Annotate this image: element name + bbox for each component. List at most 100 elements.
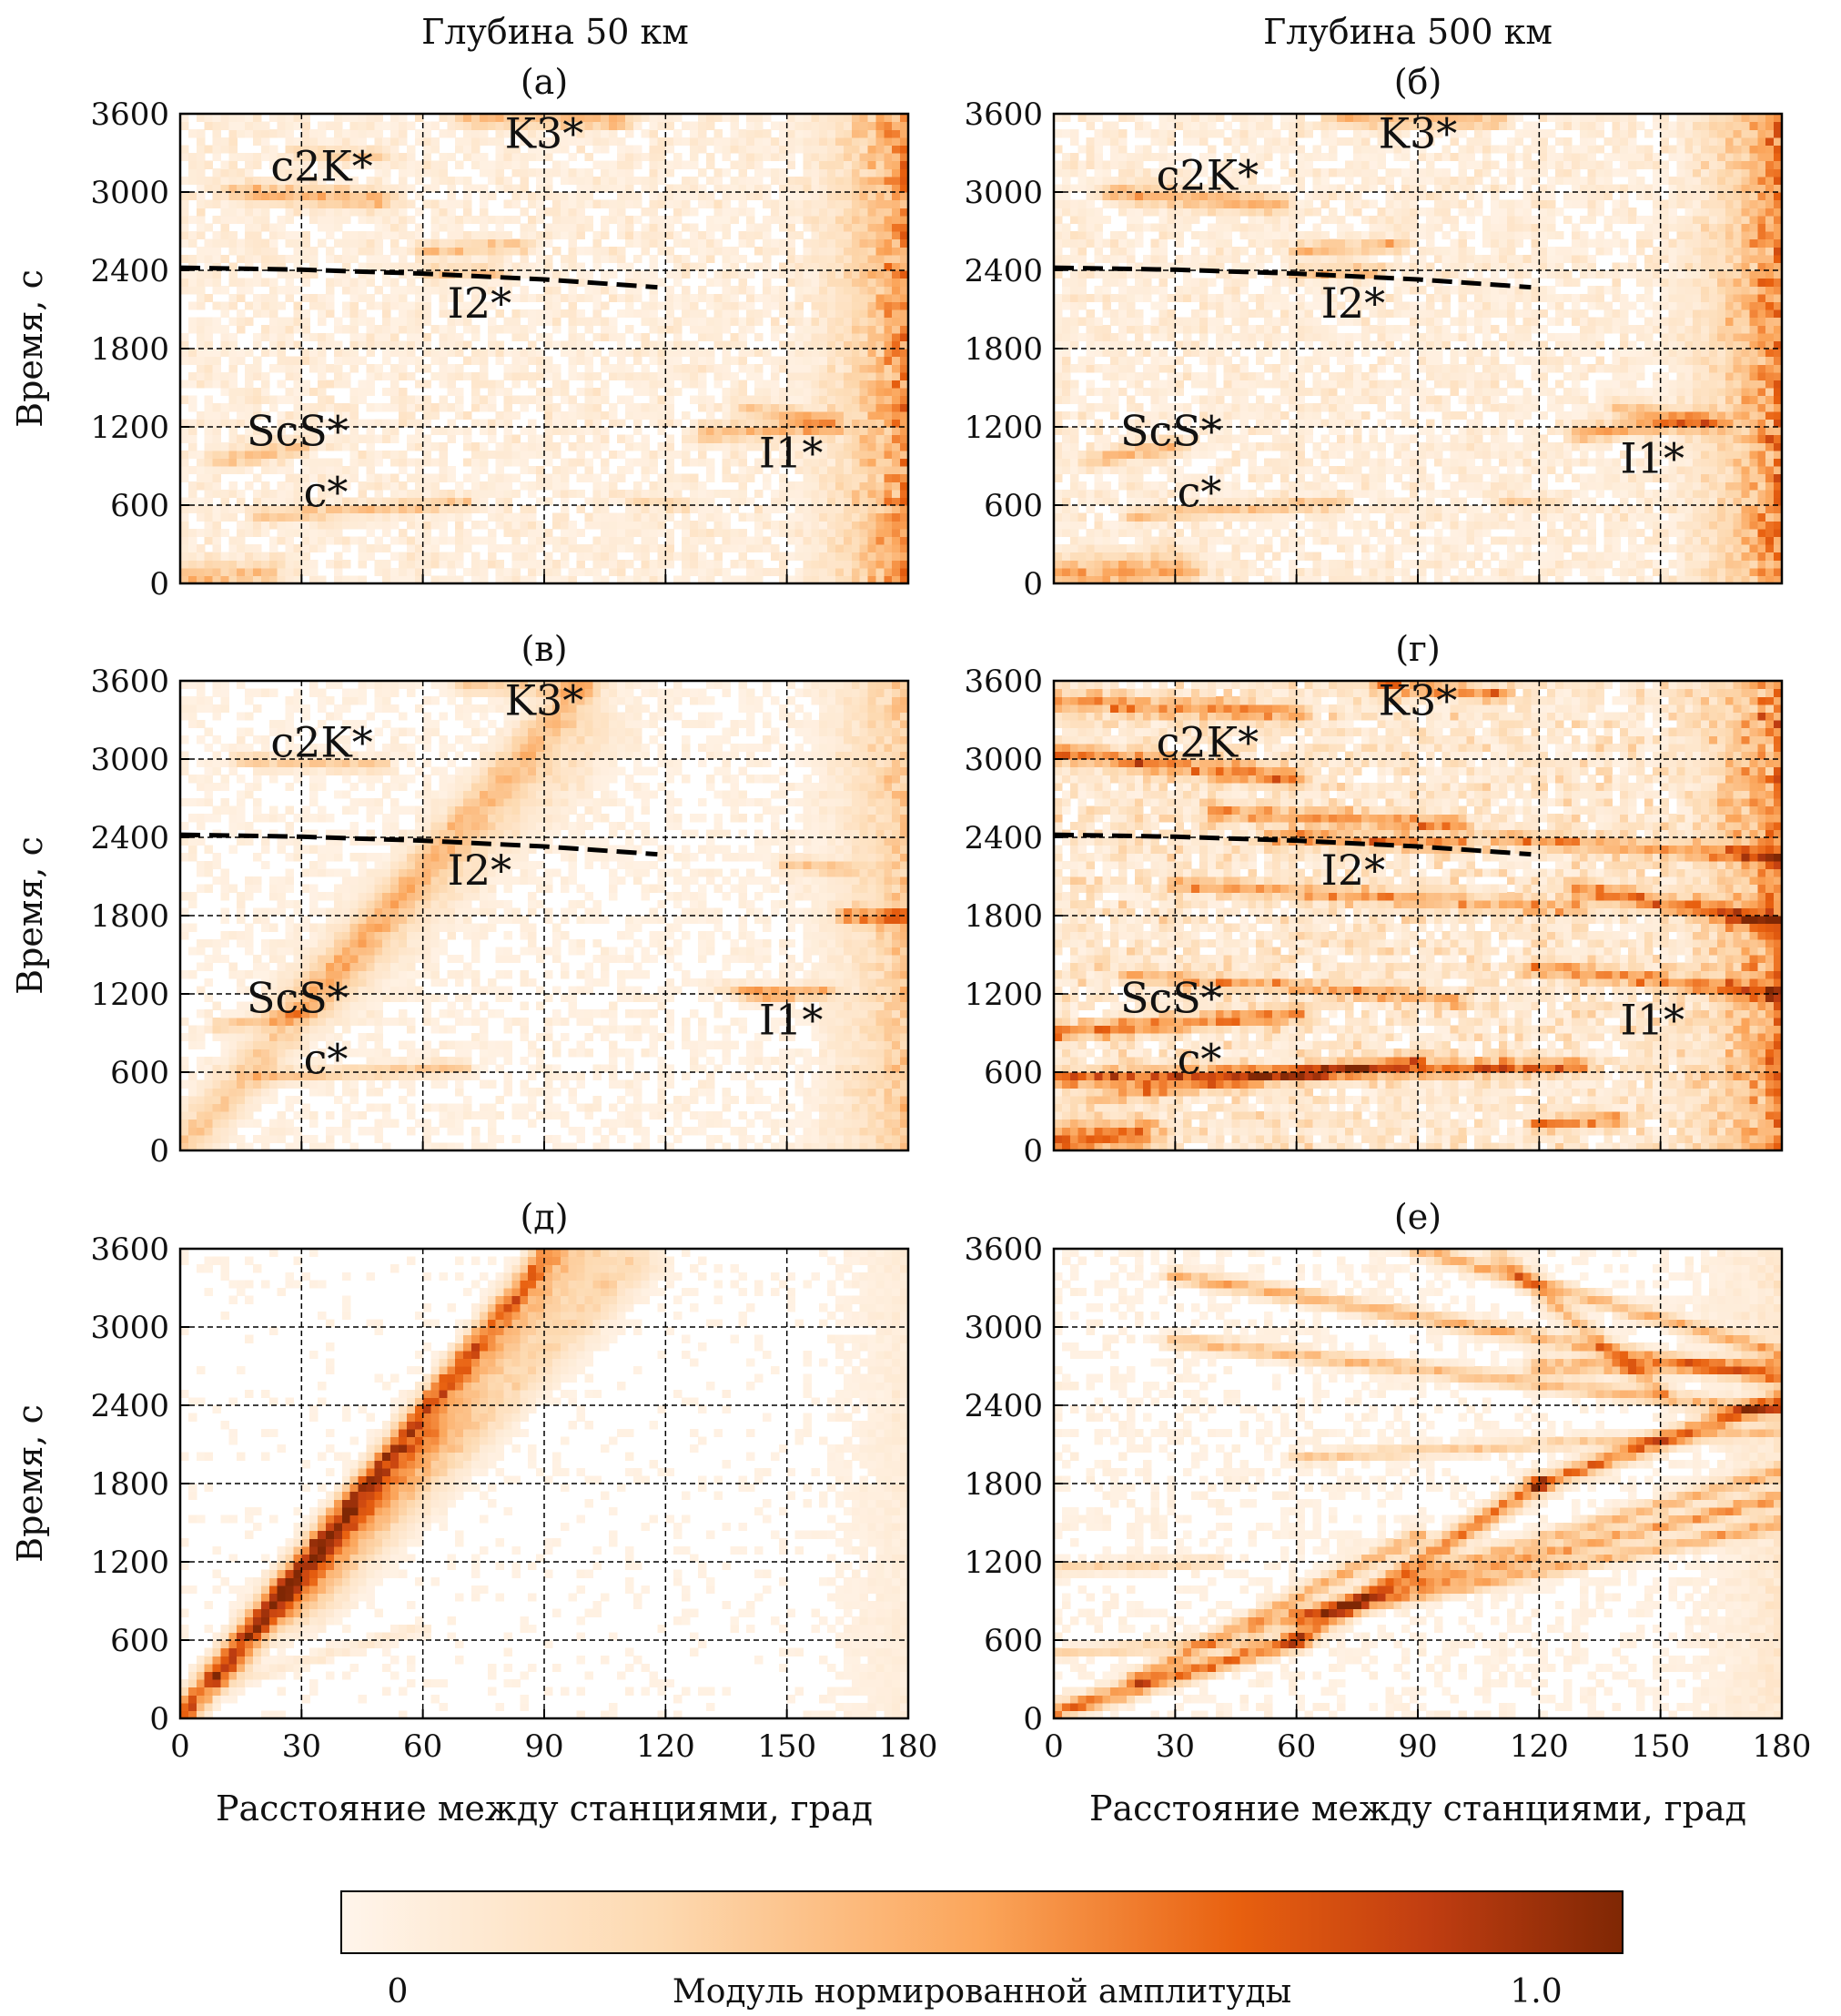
heatmap-cell	[399, 153, 407, 161]
heatmap-cell	[1118, 129, 1127, 137]
heatmap-cell	[738, 427, 746, 435]
heatmap-cell	[1135, 325, 1143, 333]
heatmap-cell	[875, 505, 884, 513]
heatmap-cell	[1159, 529, 1168, 537]
heatmap-cell	[480, 137, 488, 146]
heatmap-cell	[188, 239, 197, 248]
heatmap-cell	[698, 427, 706, 435]
heatmap-cell	[286, 318, 294, 326]
heatmap-cell	[471, 536, 480, 544]
heatmap-cell	[1110, 255, 1118, 263]
heatmap-cell	[253, 192, 261, 200]
heatmap-cell	[787, 177, 795, 185]
heatmap-cell	[504, 200, 512, 208]
heatmap-cell	[787, 247, 795, 255]
heatmap-cell	[382, 208, 390, 216]
heatmap-cell	[213, 490, 221, 498]
heatmap-cell	[359, 521, 367, 529]
heatmap-cell	[746, 137, 754, 146]
heatmap-cell	[220, 419, 228, 427]
heatmap-cell	[868, 223, 876, 231]
heatmap-cell	[569, 372, 577, 380]
heatmap-cell	[875, 513, 884, 522]
heatmap-cell	[1078, 513, 1087, 522]
heatmap-cell	[892, 309, 900, 318]
heatmap-cell	[326, 231, 334, 239]
heatmap-cell	[852, 544, 860, 552]
heatmap-cell	[714, 325, 723, 333]
heatmap-cell	[577, 309, 585, 318]
heatmap-cell	[723, 192, 731, 200]
heatmap-cell	[488, 505, 496, 513]
heatmap-cell	[1127, 380, 1135, 388]
heatmap-cell	[1118, 168, 1127, 177]
heatmap-cell	[1127, 552, 1135, 561]
heatmap-cell	[609, 536, 617, 544]
heatmap-cell	[309, 255, 318, 263]
heatmap-cell	[609, 247, 617, 255]
heatmap-cell	[884, 568, 892, 576]
heatmap-cell	[1102, 279, 1110, 287]
heatmap-cell	[366, 333, 374, 341]
heatmap-cell	[1094, 536, 1102, 544]
heatmap-cell	[714, 529, 723, 537]
heatmap-cell	[763, 262, 771, 270]
heatmap-cell	[1127, 318, 1135, 326]
heatmap-cell	[253, 208, 261, 216]
heatmap-cell	[617, 419, 625, 427]
heatmap-cell	[561, 208, 569, 216]
heatmap-cell	[803, 318, 811, 326]
heatmap-cell	[803, 536, 811, 544]
heatmap-cell	[763, 357, 771, 365]
heatmap-cell	[779, 192, 787, 200]
heatmap-cell	[642, 380, 650, 388]
heatmap-cell	[1175, 340, 1183, 349]
heatmap-cell	[447, 560, 455, 568]
heatmap-cell	[1062, 357, 1070, 365]
heatmap-cell	[245, 466, 253, 474]
heatmap-cell	[1078, 333, 1087, 341]
heatmap-cell	[309, 192, 318, 200]
heatmap-cell	[504, 177, 512, 185]
heatmap-cell	[1087, 231, 1095, 239]
heatmap-cell	[342, 309, 350, 318]
heatmap-cell	[342, 536, 350, 544]
heatmap-cell	[795, 122, 804, 130]
heatmap-cell	[293, 521, 301, 529]
heatmap-cell	[326, 122, 334, 130]
heatmap-cell	[415, 529, 423, 537]
heatmap-cell	[455, 200, 463, 208]
heatmap-cell	[673, 161, 682, 169]
heatmap-cell	[390, 208, 399, 216]
heatmap-cell	[592, 474, 601, 482]
heatmap-cell	[730, 247, 738, 255]
heatmap-cell	[1070, 552, 1078, 561]
heatmap-cell	[318, 318, 326, 326]
heatmap-cell	[261, 497, 269, 505]
heatmap-cell	[423, 239, 431, 248]
heatmap-cell	[884, 560, 892, 568]
heatmap-cell	[1102, 442, 1110, 451]
heatmap-cell	[730, 419, 738, 427]
heatmap-cell	[1110, 177, 1118, 185]
heatmap-cell	[423, 513, 431, 522]
heatmap-cell	[415, 208, 423, 216]
heatmap-cell	[350, 403, 359, 411]
heatmap-cell	[213, 364, 221, 372]
heatmap-cell	[665, 372, 673, 380]
heatmap-cell	[261, 184, 269, 192]
heatmap-cell	[673, 474, 682, 482]
heatmap-cell	[682, 435, 690, 443]
heatmap-cell	[237, 239, 245, 248]
heatmap-cell	[180, 279, 188, 287]
heatmap-cell	[431, 168, 440, 177]
heatmap-cell	[293, 560, 301, 568]
heatmap-cell	[180, 536, 188, 544]
heatmap-cell	[342, 208, 350, 216]
heatmap-cell	[213, 451, 221, 459]
heatmap-cell	[819, 325, 827, 333]
heatmap-cell	[480, 536, 488, 544]
heatmap-cell	[359, 239, 367, 248]
heatmap-cell	[1070, 255, 1078, 263]
heatmap-cell	[301, 388, 309, 396]
